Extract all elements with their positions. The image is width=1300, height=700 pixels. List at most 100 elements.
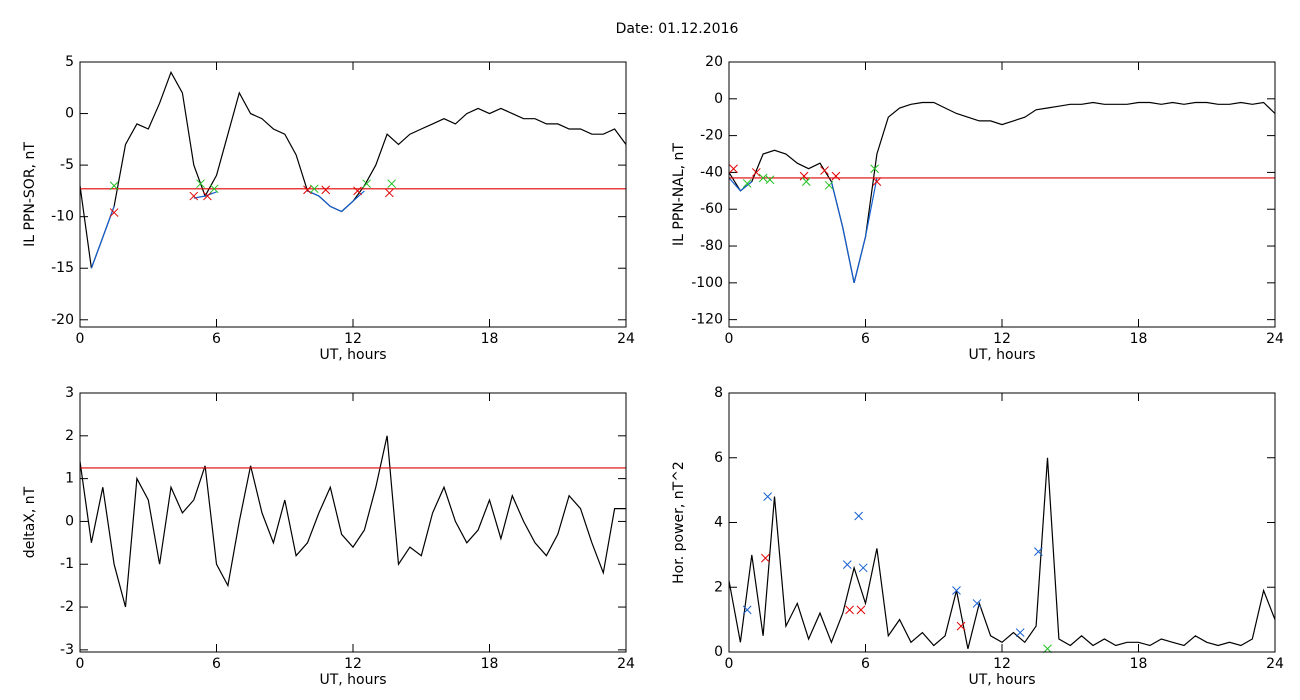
plot-frame (728, 61, 1276, 328)
y-tick-label: 0 (714, 644, 723, 660)
cross-marker (761, 553, 770, 563)
cross-marker (189, 191, 199, 201)
y-tick-label: -5 (60, 157, 74, 173)
plot-frame (79, 61, 627, 328)
cross-marker (870, 164, 879, 174)
data-line (79, 70, 627, 269)
y-tick-label: -120 (691, 312, 723, 328)
cross-marker (799, 171, 809, 181)
x-tick-label: 18 (481, 656, 499, 672)
data-line (728, 177, 878, 283)
cross-marker (972, 599, 982, 608)
cross-marker (845, 605, 854, 615)
y-tick-label: -2 (60, 599, 74, 615)
y-tick-label: -100 (691, 275, 723, 291)
y-tick-label: 3 (65, 385, 74, 401)
y-tick-label: 2 (65, 428, 74, 444)
cross-marker (742, 605, 752, 615)
cross-marker (831, 171, 841, 181)
x-tick-label: 24 (617, 656, 635, 672)
cross-marker (820, 166, 829, 175)
cross-marker (321, 185, 331, 195)
cross-marker (952, 586, 961, 595)
x-tick-label: 18 (1130, 656, 1148, 672)
y-tick-label: 2 (714, 579, 723, 595)
x-tick-label: 18 (481, 331, 499, 347)
y-axis-label: Hor. power, nT^2 (671, 461, 687, 584)
x-tick-label: 12 (344, 331, 362, 347)
x-axis-label: UT, hours (319, 347, 386, 363)
cross-marker (801, 177, 811, 186)
cross-marker (856, 605, 866, 615)
y-tick-label: -10 (51, 209, 74, 225)
y-axis-label: deltaX, nT (22, 486, 38, 558)
x-tick-label: 0 (76, 331, 85, 347)
figure-title: Date: 01.12.2016 (616, 21, 739, 37)
cross-marker (854, 511, 864, 521)
y-tick-label: 0 (65, 513, 74, 529)
y-tick-label: -15 (51, 260, 74, 276)
x-tick-label: 24 (1266, 656, 1284, 672)
x-tick-label: 6 (212, 656, 221, 672)
data-line (728, 101, 1276, 283)
cross-marker (109, 181, 119, 191)
x-tick-label: 0 (76, 656, 85, 672)
data-line (79, 435, 626, 608)
cross-marker (956, 621, 966, 631)
x-tick-label: 18 (1130, 331, 1148, 347)
cross-marker (872, 177, 882, 186)
y-tick-label: -3 (60, 642, 74, 658)
x-tick-label: 0 (725, 656, 734, 672)
cross-marker (1034, 547, 1043, 556)
y-tick-label: -60 (700, 201, 723, 217)
x-tick-label: 6 (861, 656, 870, 672)
cross-marker (858, 563, 868, 573)
cross-marker (765, 175, 775, 185)
cross-marker (209, 184, 219, 194)
cross-marker (387, 179, 397, 189)
cross-marker (353, 186, 362, 196)
y-tick-label: 0 (714, 91, 723, 107)
cross-marker (751, 168, 761, 177)
x-tick-label: 24 (617, 331, 635, 347)
cross-marker (758, 173, 768, 183)
cross-marker (309, 184, 319, 194)
cross-marker (742, 179, 752, 188)
y-tick-label: -20 (51, 312, 74, 328)
x-tick-label: 0 (725, 331, 734, 347)
y-tick-label: 20 (705, 54, 723, 70)
x-tick-label: 12 (993, 331, 1011, 347)
y-axis-label: IL PPN-SOR, nT (22, 142, 38, 247)
x-axis-label: UT, hours (319, 672, 386, 688)
y-tick-label: -20 (700, 128, 723, 144)
x-tick-label: 24 (1266, 331, 1284, 347)
cross-marker (196, 179, 205, 189)
y-tick-label: 6 (714, 450, 723, 466)
cross-marker (763, 492, 773, 501)
x-axis-label: UT, hours (968, 672, 1035, 688)
cross-marker (1043, 644, 1052, 654)
x-tick-label: 6 (861, 331, 870, 347)
plot-frame (79, 392, 627, 653)
cross-marker (362, 179, 372, 189)
y-tick-label: 4 (714, 515, 723, 531)
x-tick-label: 12 (993, 656, 1011, 672)
data-line (728, 457, 1276, 649)
x-tick-label: 12 (344, 656, 362, 672)
x-axis-label: UT, hours (968, 347, 1035, 363)
y-tick-label: -80 (700, 238, 723, 254)
cross-marker (824, 180, 834, 190)
y-tick-label: 8 (714, 385, 723, 401)
y-axis-label: IL PPN-NAL, nT (671, 143, 687, 246)
cross-marker (109, 208, 119, 217)
y-tick-label: -1 (60, 556, 74, 572)
cross-marker (842, 560, 852, 569)
cross-marker (203, 191, 212, 201)
x-tick-label: 6 (212, 331, 221, 347)
y-tick-label: 1 (65, 471, 74, 487)
cross-marker (729, 164, 738, 174)
y-tick-label: -40 (700, 164, 723, 180)
data-line (90, 190, 365, 269)
y-tick-label: 5 (65, 54, 74, 70)
